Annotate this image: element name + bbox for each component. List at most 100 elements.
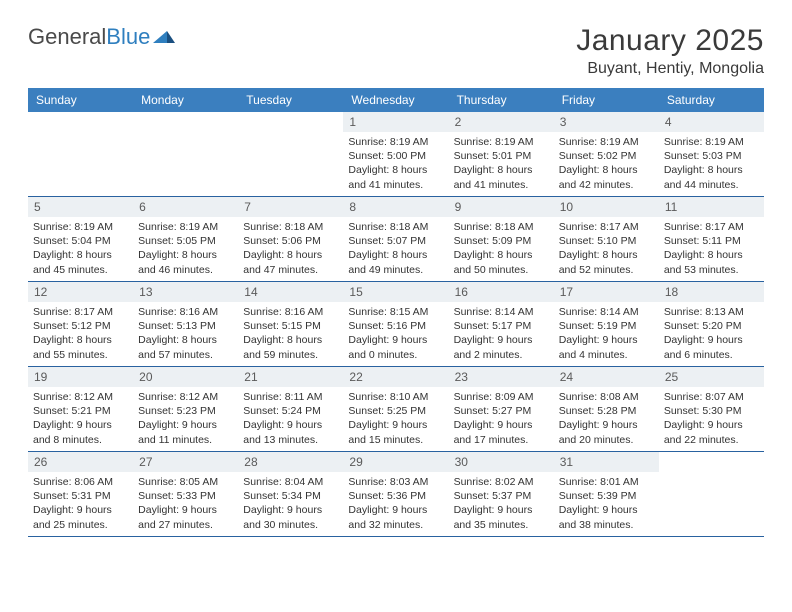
day-22: 22Sunrise: 8:10 AMSunset: 5:25 PMDayligh… [343,367,448,451]
daylight-line2: and 57 minutes. [138,348,233,362]
daylight-line2: and 13 minutes. [243,433,338,447]
sunset-text: Sunset: 5:06 PM [243,234,338,248]
daylight-line1: Daylight: 9 hours [348,503,443,517]
sunset-text: Sunset: 5:17 PM [454,319,549,333]
calendar-grid: SundayMondayTuesdayWednesdayThursdayFrid… [28,88,764,537]
day-6: 6Sunrise: 8:19 AMSunset: 5:05 PMDaylight… [133,197,238,281]
day-11: 11Sunrise: 8:17 AMSunset: 5:11 PMDayligh… [659,197,764,281]
weeks-container: ...1Sunrise: 8:19 AMSunset: 5:00 PMDayli… [28,112,764,537]
daylight-line2: and 41 minutes. [348,178,443,192]
week-row: 19Sunrise: 8:12 AMSunset: 5:21 PMDayligh… [28,367,764,452]
daylight-line1: Daylight: 9 hours [454,418,549,432]
daylight-line2: and 15 minutes. [348,433,443,447]
day-9: 9Sunrise: 8:18 AMSunset: 5:09 PMDaylight… [449,197,554,281]
sunrise-text: Sunrise: 8:11 AM [243,390,338,404]
daylight-line1: Daylight: 9 hours [559,503,654,517]
sunset-text: Sunset: 5:12 PM [33,319,128,333]
week-row: 26Sunrise: 8:06 AMSunset: 5:31 PMDayligh… [28,452,764,537]
sunrise-text: Sunrise: 8:17 AM [33,305,128,319]
day-number: 7 [238,197,343,217]
day-23: 23Sunrise: 8:09 AMSunset: 5:27 PMDayligh… [449,367,554,451]
daylight-line2: and 38 minutes. [559,518,654,532]
daylight-line2: and 42 minutes. [559,178,654,192]
sunrise-text: Sunrise: 8:19 AM [348,135,443,149]
day-details: Sunrise: 8:19 AMSunset: 5:02 PMDaylight:… [554,132,659,196]
sunset-text: Sunset: 5:16 PM [348,319,443,333]
sunrise-text: Sunrise: 8:17 AM [664,220,759,234]
brand-part2: Blue [106,24,150,50]
sunrise-text: Sunrise: 8:12 AM [138,390,233,404]
week-row: ...1Sunrise: 8:19 AMSunset: 5:00 PMDayli… [28,112,764,197]
day-empty: . [133,112,238,196]
day-number: 8 [343,197,448,217]
day-details: Sunrise: 8:17 AMSunset: 5:12 PMDaylight:… [28,302,133,366]
sunrise-text: Sunrise: 8:17 AM [559,220,654,234]
sunrise-text: Sunrise: 8:01 AM [559,475,654,489]
day-number: 11 [659,197,764,217]
daylight-line2: and 46 minutes. [138,263,233,277]
day-20: 20Sunrise: 8:12 AMSunset: 5:23 PMDayligh… [133,367,238,451]
brand-logo: GeneralBlue [28,24,175,50]
location-text: Buyant, Hentiy, Mongolia [576,60,764,78]
day-number: 10 [554,197,659,217]
day-details: Sunrise: 8:11 AMSunset: 5:24 PMDaylight:… [238,387,343,451]
day-number: 5 [28,197,133,217]
sunrise-text: Sunrise: 8:19 AM [454,135,549,149]
day-number: 21 [238,367,343,387]
day-number: 31 [554,452,659,472]
day-details: Sunrise: 8:13 AMSunset: 5:20 PMDaylight:… [659,302,764,366]
sunset-text: Sunset: 5:09 PM [454,234,549,248]
daylight-line1: Daylight: 9 hours [559,333,654,347]
daylight-line2: and 45 minutes. [33,263,128,277]
calendar-page: GeneralBlue January 2025 Buyant, Hentiy,… [0,0,792,557]
daylight-line1: Daylight: 8 hours [138,248,233,262]
daylight-line1: Daylight: 9 hours [33,503,128,517]
day-details: Sunrise: 8:12 AMSunset: 5:23 PMDaylight:… [133,387,238,451]
day-number: 12 [28,282,133,302]
day-number: 24 [554,367,659,387]
sunrise-text: Sunrise: 8:08 AM [559,390,654,404]
day-4: 4Sunrise: 8:19 AMSunset: 5:03 PMDaylight… [659,112,764,196]
day-1: 1Sunrise: 8:19 AMSunset: 5:00 PMDaylight… [343,112,448,196]
sunset-text: Sunset: 5:36 PM [348,489,443,503]
sunrise-text: Sunrise: 8:09 AM [454,390,549,404]
day-number: 26 [28,452,133,472]
day-details: Sunrise: 8:15 AMSunset: 5:16 PMDaylight:… [343,302,448,366]
daylight-line2: and 53 minutes. [664,263,759,277]
day-number: 9 [449,197,554,217]
day-empty: . [28,112,133,196]
weekday-header-row: SundayMondayTuesdayWednesdayThursdayFrid… [28,88,764,112]
day-details: Sunrise: 8:18 AMSunset: 5:09 PMDaylight:… [449,217,554,281]
daylight-line1: Daylight: 8 hours [348,248,443,262]
sunset-text: Sunset: 5:10 PM [559,234,654,248]
sunrise-text: Sunrise: 8:07 AM [664,390,759,404]
day-10: 10Sunrise: 8:17 AMSunset: 5:10 PMDayligh… [554,197,659,281]
sunset-text: Sunset: 5:19 PM [559,319,654,333]
weekday-saturday: Saturday [659,88,764,112]
day-details: Sunrise: 8:18 AMSunset: 5:06 PMDaylight:… [238,217,343,281]
day-7: 7Sunrise: 8:18 AMSunset: 5:06 PMDaylight… [238,197,343,281]
day-5: 5Sunrise: 8:19 AMSunset: 5:04 PMDaylight… [28,197,133,281]
sunrise-text: Sunrise: 8:16 AM [243,305,338,319]
daylight-line1: Daylight: 9 hours [559,418,654,432]
daylight-line1: Daylight: 9 hours [243,503,338,517]
sunset-text: Sunset: 5:31 PM [33,489,128,503]
daylight-line2: and 8 minutes. [33,433,128,447]
day-details: Sunrise: 8:08 AMSunset: 5:28 PMDaylight:… [554,387,659,451]
day-details: Sunrise: 8:16 AMSunset: 5:13 PMDaylight:… [133,302,238,366]
sunrise-text: Sunrise: 8:13 AM [664,305,759,319]
daylight-line2: and 11 minutes. [138,433,233,447]
day-details: Sunrise: 8:14 AMSunset: 5:17 PMDaylight:… [449,302,554,366]
day-details: Sunrise: 8:19 AMSunset: 5:03 PMDaylight:… [659,132,764,196]
daylight-line2: and 2 minutes. [454,348,549,362]
daylight-line1: Daylight: 9 hours [348,333,443,347]
day-empty: . [238,112,343,196]
sunrise-text: Sunrise: 8:12 AM [33,390,128,404]
weekday-wednesday: Wednesday [343,88,448,112]
sunset-text: Sunset: 5:21 PM [33,404,128,418]
day-12: 12Sunrise: 8:17 AMSunset: 5:12 PMDayligh… [28,282,133,366]
day-21: 21Sunrise: 8:11 AMSunset: 5:24 PMDayligh… [238,367,343,451]
day-details: Sunrise: 8:18 AMSunset: 5:07 PMDaylight:… [343,217,448,281]
daylight-line2: and 20 minutes. [559,433,654,447]
day-number: 2 [449,112,554,132]
